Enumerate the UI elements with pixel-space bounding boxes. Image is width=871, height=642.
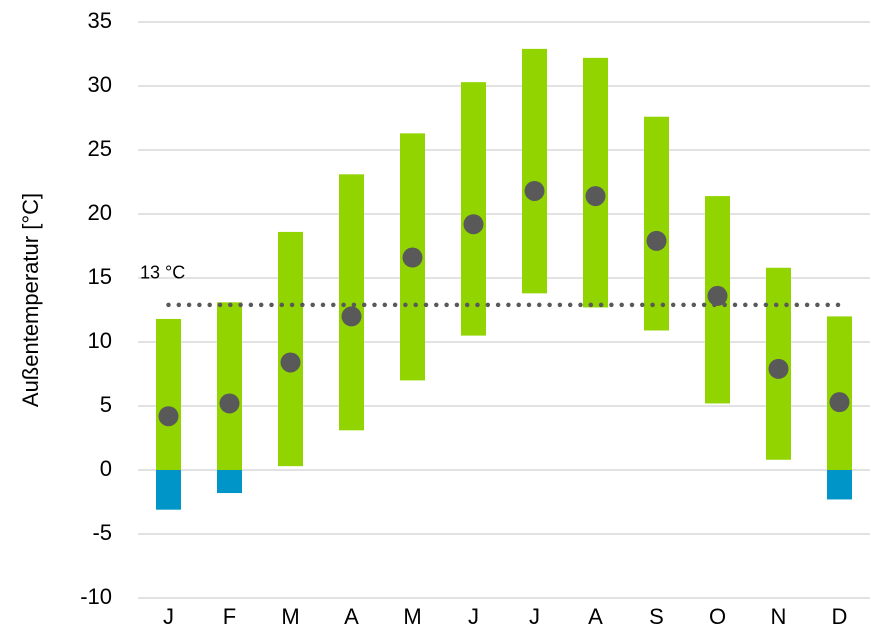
below-zero-bar <box>156 470 181 510</box>
x-tick-label: J <box>529 604 540 629</box>
reference-label: 13 °C <box>140 263 185 283</box>
x-tick-label: A <box>344 604 359 629</box>
x-tick-label: M <box>403 604 421 629</box>
mean-dot <box>646 230 667 251</box>
x-tick-label: A <box>588 604 603 629</box>
range-bar <box>339 174 364 431</box>
y-tick-label: 10 <box>88 328 112 353</box>
range-bar <box>583 57 608 308</box>
below-zero-bar <box>827 470 852 500</box>
x-tick-label: J <box>468 604 479 629</box>
x-tick-label: M <box>281 604 299 629</box>
range-bar <box>278 231 303 467</box>
y-tick-label: 20 <box>88 200 112 225</box>
y-tick-label: 30 <box>88 72 112 97</box>
mean-dot <box>219 393 240 414</box>
mean-dot <box>158 406 179 427</box>
x-tick-label: J <box>163 604 174 629</box>
below-zero-bar <box>217 470 242 494</box>
range-bar <box>217 302 242 470</box>
mean-dot <box>585 186 606 207</box>
y-tick-label: 25 <box>88 136 112 161</box>
mean-dot <box>463 214 484 235</box>
y-tick-label: -5 <box>92 520 112 545</box>
y-tick-label: 5 <box>100 392 112 417</box>
y-tick-label: -10 <box>80 584 112 609</box>
range-bar <box>461 82 486 336</box>
y-tick-label: 0 <box>100 456 112 481</box>
range-bar <box>644 116 669 331</box>
x-tick-label: D <box>832 604 848 629</box>
y-axis-label: Außentemperatur [°C] <box>18 193 43 407</box>
mean-dot <box>402 247 423 268</box>
y-tick-label: 35 <box>88 8 112 33</box>
mean-dot <box>829 392 850 413</box>
range-bar <box>522 48 547 294</box>
y-tick-label: 15 <box>88 264 112 289</box>
mean-dot <box>768 358 789 379</box>
x-tick-label: S <box>649 604 664 629</box>
x-tick-label: N <box>771 604 787 629</box>
mean-dot <box>524 180 545 201</box>
mean-dot <box>707 285 728 306</box>
mean-dot <box>341 306 362 327</box>
x-tick-label: O <box>709 604 726 629</box>
x-tick-label: F <box>223 604 236 629</box>
range-bar <box>156 318 181 470</box>
mean-dot <box>280 352 301 373</box>
